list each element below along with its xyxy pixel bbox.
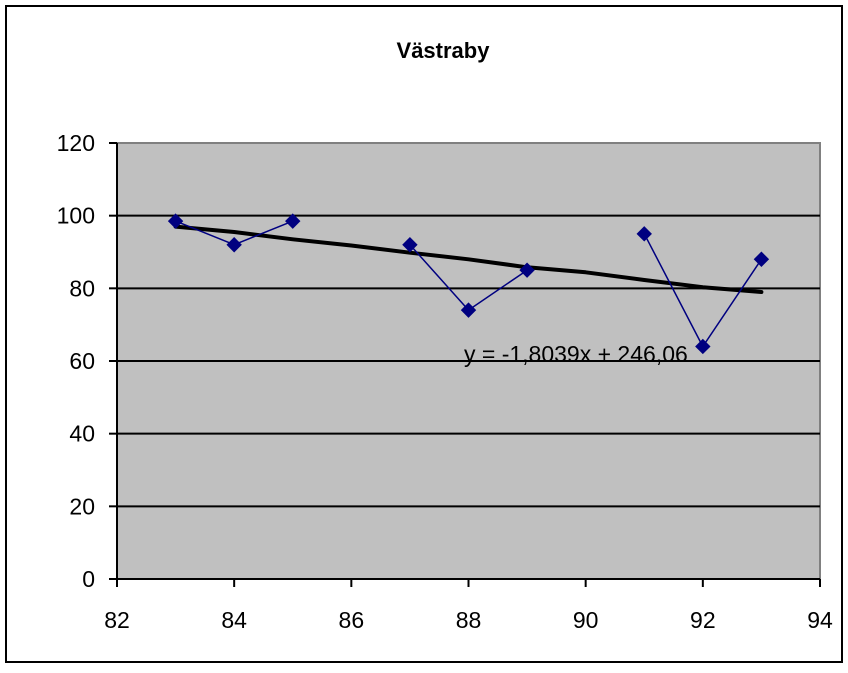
x-tick-label: 88 [456,607,482,633]
y-tick-label: 20 [69,493,95,519]
trendline-group [173,224,764,294]
trendline-equation: y = -1,8039x + 246,06 [464,341,688,367]
axes: 0 20 40 60 80 100 120 82 84 86 88 90 92 94 [57,130,833,633]
x-tick-label: 84 [221,607,247,633]
data-point-marker [753,251,770,267]
trendline [173,224,764,294]
data-point-marker [519,262,535,278]
x-tick-label: 86 [339,607,365,633]
x-tick-label: 94 [807,607,833,633]
x-tick-label: 92 [690,607,716,633]
data-point-marker [167,213,184,229]
data-point-marker [460,302,477,318]
y-tick-label: 100 [57,203,95,229]
y-tick-label: 120 [57,130,95,156]
data-point-marker [636,226,652,242]
x-tick-label: 90 [573,607,599,633]
y-tick-label: 60 [69,348,95,374]
x-tick-label: 82 [104,607,130,633]
data-point-marker [402,237,418,253]
y-tick-label: 40 [69,421,95,447]
y-tick-label: 0 [82,566,95,592]
data-point-marker [226,237,242,253]
data-point-marker [695,338,711,355]
data-point-marker [285,213,301,229]
series-group [167,213,770,355]
y-tick-label: 80 [69,275,95,301]
chart-title: Västraby [397,38,491,63]
